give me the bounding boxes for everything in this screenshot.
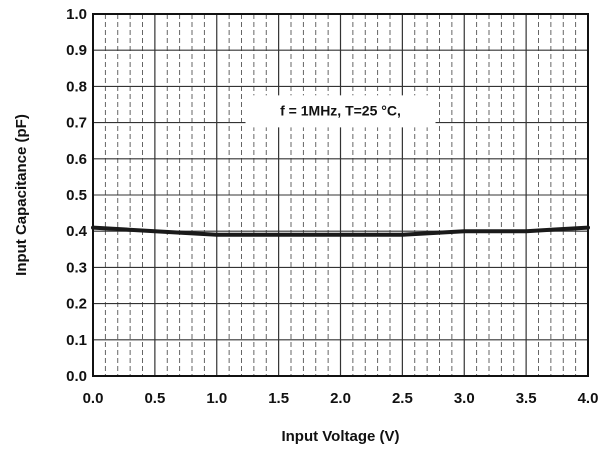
annotation-label: f = 1MHz, T=25 °C, [280,102,401,118]
y-tick-label: 0.6 [66,151,87,168]
x-tick-label: 0.5 [144,390,165,407]
series-group [91,225,590,237]
x-tick-label: 3.0 [454,390,475,407]
y-tick-labels: 0.0 0.1 0.2 0.3 0.4 0.5 0.6 0.7 0.8 0.9 1.0 [66,6,88,385]
annotation-group: f = 1MHz, T=25 °C, [245,95,436,128]
y-tick-label: 1.0 [66,6,87,23]
grid [93,14,588,376]
y-tick-label: 0.7 [66,115,87,132]
y-tick-label: 0.1 [66,332,87,349]
x-axis-title: Input Voltage (V) [281,428,399,445]
x-tick-label: 3.5 [516,390,537,407]
y-tick-label: 0.3 [66,259,87,276]
x-tick-label: 4.0 [578,390,599,407]
plot-frame [92,13,589,377]
plot-border [92,13,589,377]
y-tick-label: 0.8 [66,78,87,95]
annotation-background [245,95,436,128]
y-tick-label: 0.5 [66,187,87,204]
y-tick-label: 0.4 [66,223,88,240]
y-tick-label: 0.0 [66,368,87,385]
x-tick-label: 1.5 [268,390,289,407]
x-tick-label: 2.5 [392,390,413,407]
x-tick-labels: 0.0 0.5 1.0 1.5 2.0 2.5 3.0 3.5 4.0 [83,390,599,407]
x-tick-label: 1.0 [206,390,227,407]
y-tick-label: 0.9 [66,42,87,59]
x-tick-label: 0.0 [83,390,104,407]
y-tick-label: 0.2 [66,296,87,313]
series-line [91,225,590,237]
y-axis-title: Input Capacitance (pF) [13,114,30,276]
x-tick-label: 2.0 [330,390,351,407]
